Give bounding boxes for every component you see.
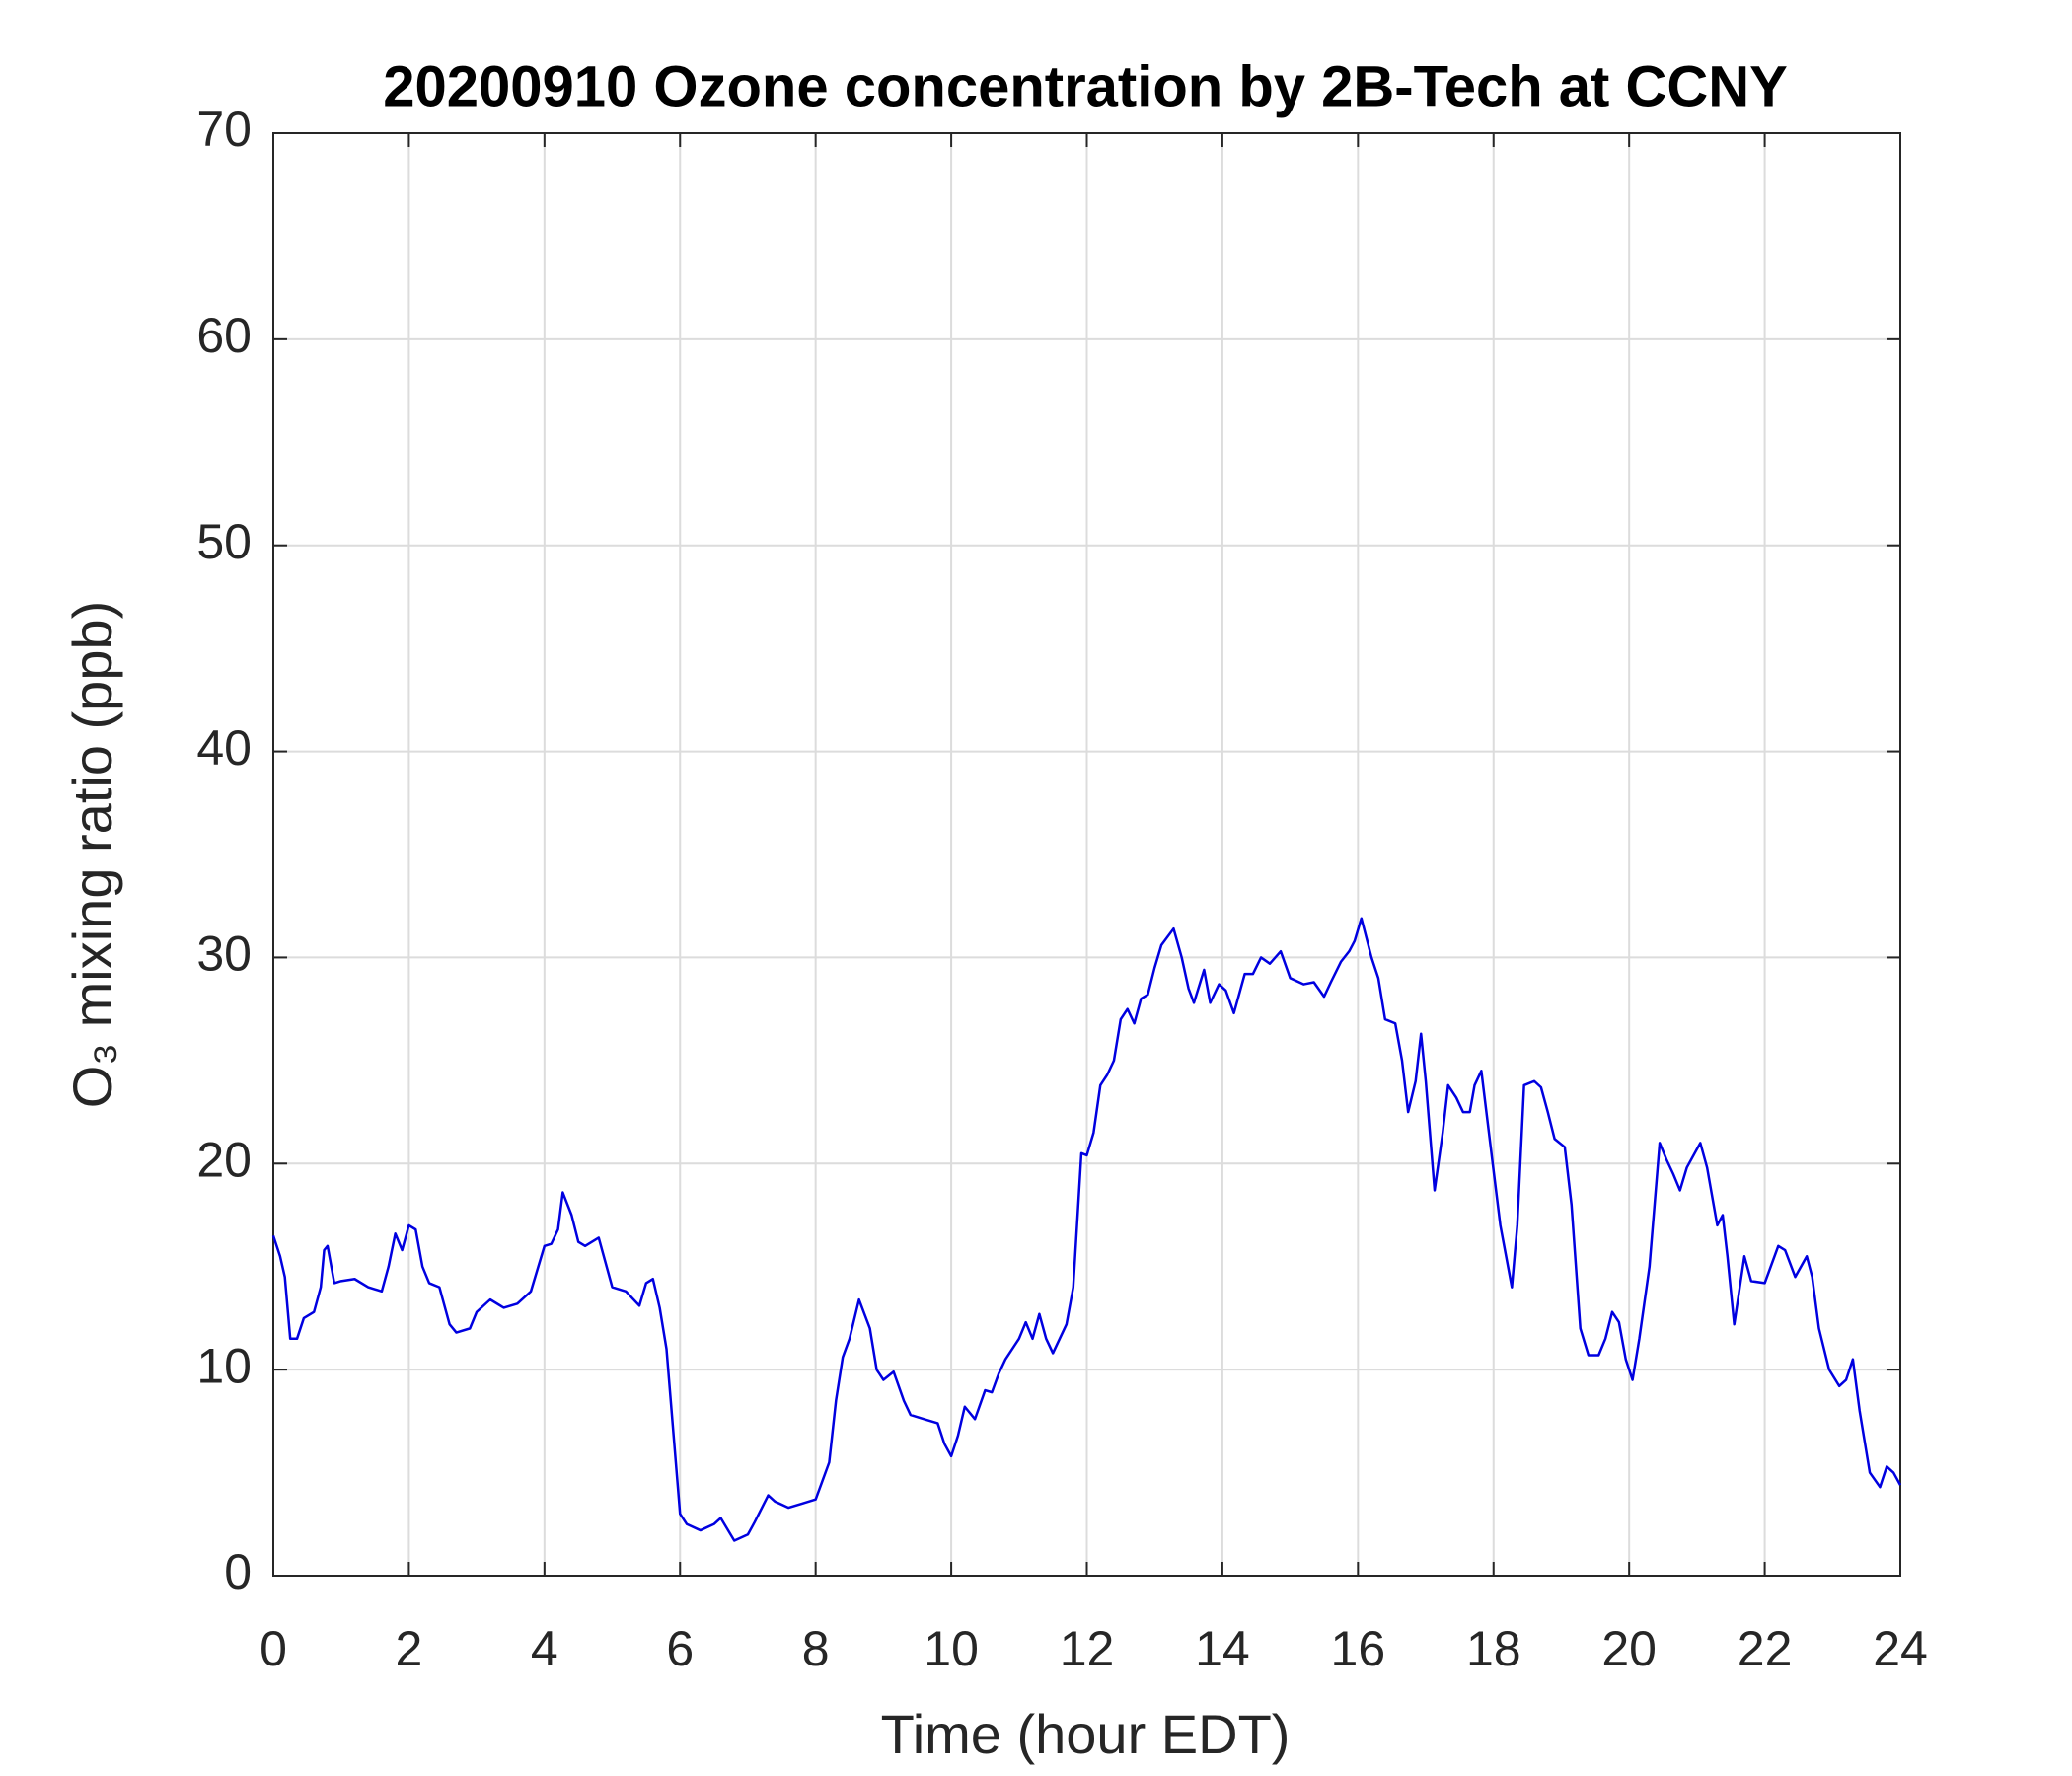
x-tick-label: 6 [666, 1621, 694, 1676]
y-axis-label: O₃ mixing ratio (ppb) [61, 601, 123, 1109]
y-tick-label: 50 [196, 514, 252, 569]
x-tick-label: 8 [802, 1621, 830, 1676]
y-tick-label: 20 [196, 1132, 252, 1187]
y-tick-label: 60 [196, 308, 252, 363]
x-tick-label: 14 [1195, 1621, 1250, 1676]
y-tick-label: 10 [196, 1338, 252, 1393]
x-tick-label: 16 [1331, 1621, 1386, 1676]
x-tick-label: 0 [259, 1621, 287, 1676]
x-tick-label: 2 [396, 1621, 423, 1676]
y-tick-label: 70 [196, 102, 252, 157]
x-tick-label: 24 [1873, 1621, 1928, 1676]
plot-frame [272, 132, 1901, 1577]
y-tick-label: 40 [196, 720, 252, 776]
y-tick-label: 0 [224, 1544, 252, 1599]
x-tick-label: 22 [1738, 1621, 1793, 1676]
x-tick-label: 4 [531, 1621, 558, 1676]
x-axis-label: Time (hour EDT) [881, 1703, 1291, 1765]
x-tick-label: 10 [924, 1621, 979, 1676]
x-tick-label: 20 [1601, 1621, 1657, 1676]
x-tick-label: 18 [1466, 1621, 1521, 1676]
chart-title: 20200910 Ozone concentration by 2B-Tech … [383, 54, 1788, 118]
x-tick-label: 12 [1060, 1621, 1115, 1676]
y-tick-label: 30 [196, 926, 252, 982]
data-line [271, 917, 1902, 1542]
